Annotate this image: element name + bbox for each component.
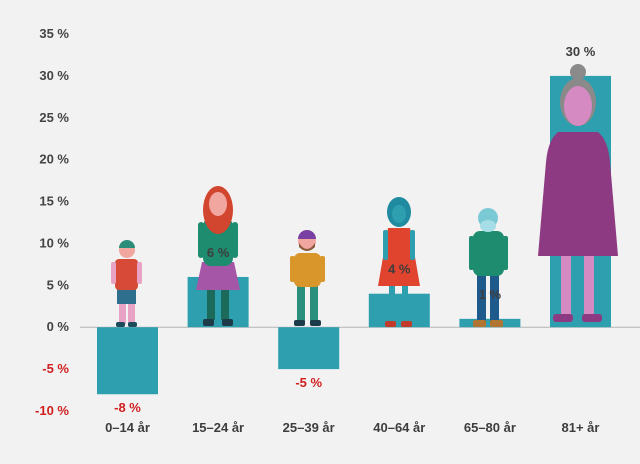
data-label: 4 % xyxy=(388,262,411,277)
x-axis: 0–14 år 15–24 år 25–39 år 40–64 år 65–80 år 8… xyxy=(105,420,599,435)
bar xyxy=(459,318,521,328)
bearded-man-figure-icon xyxy=(290,230,325,326)
figures xyxy=(111,64,618,327)
y-tick-label: 15 % xyxy=(39,194,69,209)
category-label: 81+ år xyxy=(562,420,600,435)
y-tick-label: 5 % xyxy=(47,277,70,292)
data-label: 6 % xyxy=(207,245,230,260)
y-axis: 35 % 30 % 25 % 20 % 15 % 10 % 5 % 0 % -5 % -10 % xyxy=(35,26,640,418)
elderly-woman-figure-icon xyxy=(538,64,618,322)
data-label: 30 % xyxy=(566,44,596,59)
category-label: 0–14 år xyxy=(105,420,150,435)
category-label: 40–64 år xyxy=(373,420,425,435)
woman-dress-figure-icon xyxy=(378,197,420,327)
data-labels: -8 % 6 % -5 % 4 % 1 % 30 % xyxy=(114,44,596,415)
elderly-man-figure-icon xyxy=(469,208,508,327)
y-tick-label: 25 % xyxy=(39,110,69,125)
data-label: -5 % xyxy=(295,375,322,390)
data-label: 1 % xyxy=(479,287,502,302)
child-figure-icon xyxy=(111,240,142,327)
bar xyxy=(278,327,340,370)
category-label: 25–39 år xyxy=(283,420,335,435)
y-tick-label: 0 % xyxy=(47,319,70,334)
y-tick-label: 10 % xyxy=(39,235,69,250)
y-tick-label: 20 % xyxy=(39,152,69,167)
bar xyxy=(368,293,430,328)
y-tick-label: -5 % xyxy=(42,361,69,376)
category-label: 65–80 år xyxy=(464,420,516,435)
bars xyxy=(97,75,611,395)
data-label: -8 % xyxy=(114,400,141,415)
bar xyxy=(97,327,158,395)
y-tick-label: 35 % xyxy=(39,26,69,41)
young-woman-figure-icon xyxy=(196,186,240,326)
y-tick-label: -10 % xyxy=(35,403,69,418)
y-tick-label: 30 % xyxy=(39,68,69,83)
category-label: 15–24 år xyxy=(192,420,244,435)
